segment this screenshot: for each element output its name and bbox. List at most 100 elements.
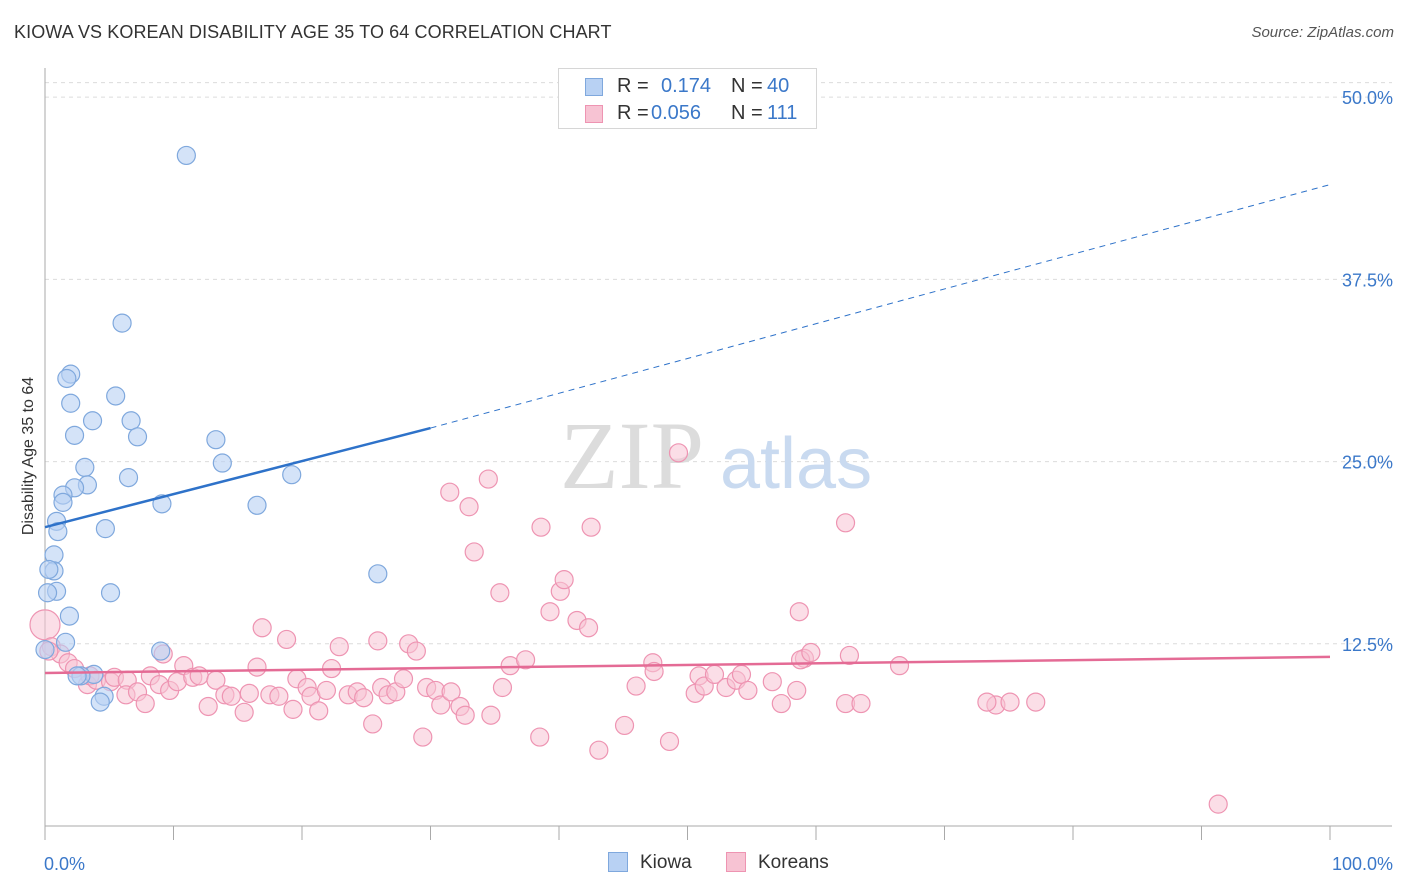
axes [44,68,1392,840]
kiowa-point [151,641,171,661]
kiowa-point [37,583,58,603]
kiowa-point [247,495,267,515]
korean-point [835,513,856,533]
korean-point [413,727,433,747]
kiowa-n-value: 40 [767,75,790,97]
korean-point [851,693,871,714]
korean-point [668,443,689,463]
kiowa-point [112,313,132,333]
korean-point [578,618,599,638]
korean-point [459,497,479,517]
korean-point [455,705,475,725]
y-tick-label: 25.0% [1342,453,1393,473]
korean-point [789,602,809,622]
korean-point [283,699,303,719]
gridlines [45,82,1392,645]
korean-point [368,631,388,651]
kiowa-point [121,411,141,431]
watermark-atlas: atlas [720,424,872,504]
y-tick-label: 37.5% [1342,270,1393,290]
korean-point [659,731,680,752]
kiowa-point [212,453,232,473]
korean-point [478,469,498,489]
korean-point [531,517,551,537]
korean-point [839,645,860,666]
korean-point [406,641,426,661]
watermark: ZIP atlas [560,402,872,509]
koreans-r-label: R = [617,102,649,124]
korean-point [316,680,337,701]
kiowa-points [35,145,388,712]
korean-point [762,672,782,692]
korean-point [540,602,560,622]
korean-point [441,682,461,702]
tick-labels: 12.5% 25.0% 37.5% 50.0% 0.0% 100.0% [44,88,1393,874]
korean-point [801,642,821,663]
korean-point [252,618,272,638]
kiowa-point [106,386,126,406]
korean-point [1026,692,1046,712]
kiowa-point [64,425,85,445]
korean-point [276,629,297,650]
y-tick-label: 50.0% [1342,88,1393,108]
korean-point [977,692,997,712]
korean-point [309,701,329,721]
x-tick-label-max: 100.0% [1332,854,1393,874]
kiowa-point [176,145,196,166]
kiowa-point [53,492,73,512]
kiowa-swatch [585,78,603,96]
korean-point [889,656,910,676]
chart-title: KIOWA VS KOREAN DISABILITY AGE 35 TO 64 … [14,22,612,42]
kiowa-point [61,393,81,413]
kiowa-point [55,632,76,652]
korean-point [189,666,209,686]
koreans-swatch [585,105,603,123]
korean-point [589,740,609,760]
kiowa-trendline-extension [430,184,1331,429]
korean-point [1000,692,1020,712]
korean-point [440,482,460,502]
korean-point [198,696,218,717]
correlation-legend: R = 0.174 N = 40 R = 0.056 N = 111 [558,68,817,129]
kiowa-point [82,411,103,431]
korean-point [234,702,254,722]
korean-point [771,693,791,714]
korean-point [492,677,513,698]
kiowa-r-value: 0.174 [661,75,712,97]
kiowa-point [67,666,87,686]
bottom-kiowa-swatch [608,852,628,872]
korean-point [515,650,536,670]
korean-point [554,570,574,590]
kiowa-n-label: N = [731,75,763,97]
korean-point [29,609,61,641]
kiowa-point [100,583,121,603]
kiowa-point [90,692,110,712]
korean-point [530,727,550,747]
trendlines [44,184,1331,675]
korean-point [354,688,374,708]
source-credit: Source: ZipAtlas.com [1251,24,1394,41]
kiowa-point [282,465,302,485]
bottom-koreans-label: Koreans [758,852,829,873]
bottom-kiowa-label: Kiowa [640,852,692,873]
koreans-n-label: N = [731,102,763,124]
korean-point [481,705,501,725]
korean-point [490,583,510,603]
korean-point [731,664,752,685]
koreans-n-value: 111 [767,102,798,124]
korean-trendline [44,655,1331,675]
y-tick-label: 12.5% [1342,635,1393,655]
x-tick-label-min: 0.0% [44,854,85,874]
korean-point [221,686,241,706]
kiowa-point [118,468,139,488]
korean-point [581,517,601,537]
koreans-r-value: 0.056 [651,102,702,124]
korean-point [787,680,807,701]
korean-point [626,676,646,696]
kiowa-point [206,430,226,450]
korean-point [247,657,267,677]
korean-point [431,695,451,715]
kiowa-point [59,606,80,626]
bottom-koreans-swatch [726,852,746,872]
